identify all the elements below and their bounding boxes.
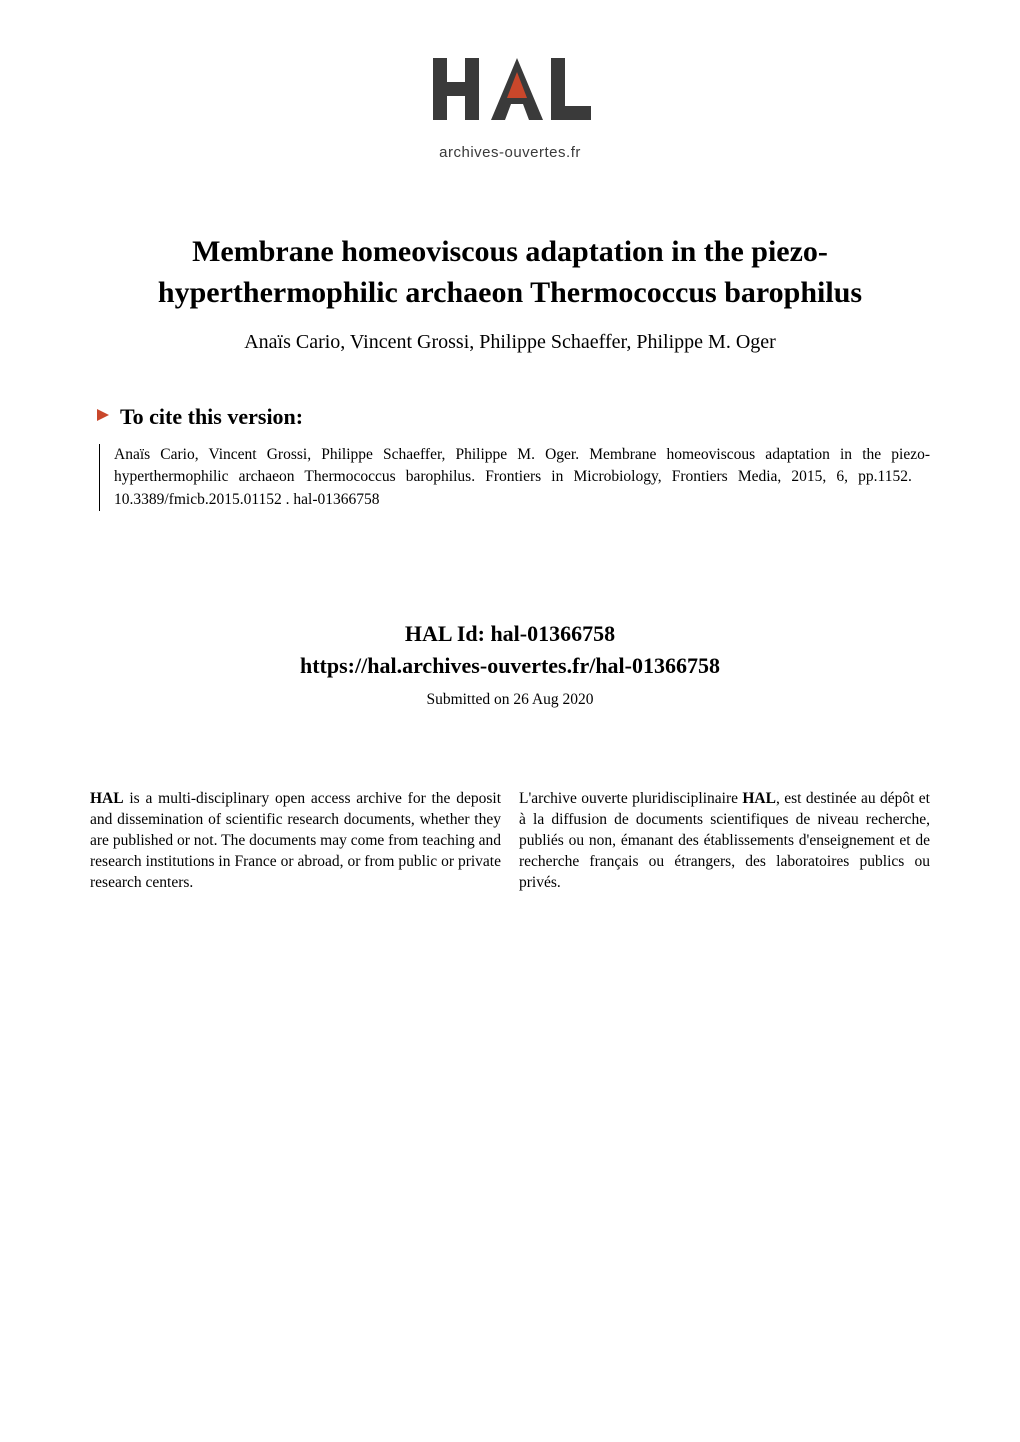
hal-description-columns: HAL is a multi-disciplinary open access …	[90, 789, 930, 894]
hal-logo: archives-ouvertes.fr	[425, 50, 595, 161]
hal-logo-block: archives-ouvertes.fr	[90, 50, 930, 162]
cite-label: To cite this version:	[120, 404, 303, 430]
paper-title: Membrane homeoviscous adaptation in the …	[100, 232, 920, 313]
hal-logo-icon	[425, 50, 595, 140]
hal-url: https://hal.archives-ouvertes.fr/hal-013…	[90, 653, 930, 679]
logo-subtitle: archives-ouvertes.fr	[425, 144, 595, 161]
citation-text-box: Anaïs Cario, Vincent Grossi, Philippe Sc…	[99, 444, 930, 511]
citation-hal-id-inline: hal-01366758	[293, 491, 379, 508]
hal-id-line: HAL Id: hal-01366758	[90, 621, 930, 647]
cite-header: To cite this version:	[96, 404, 930, 430]
paper-authors: Anaïs Cario, Vincent Grossi, Philippe Sc…	[90, 331, 930, 354]
hal-id-block: HAL Id: hal-01366758 https://hal.archive…	[90, 621, 930, 679]
cite-section: To cite this version: Anaïs Cario, Vince…	[90, 404, 930, 511]
description-right-column: L'archive ouverte pluridisciplinaire HAL…	[519, 789, 930, 894]
description-left-column: HAL is a multi-disciplinary open access …	[90, 789, 501, 894]
hal-bold-lead: HAL	[90, 790, 124, 807]
citation-doi: 10.3389/fmicb.2015.01152	[114, 491, 282, 508]
triangle-icon	[96, 408, 110, 427]
citation-body: Anaïs Cario, Vincent Grossi, Philippe Sc…	[114, 446, 930, 485]
description-left-text: is a multi-disciplinary open access arch…	[90, 790, 501, 891]
description-right-pre: L'archive ouverte pluridisciplinaire	[519, 790, 742, 807]
description-right-bold: HAL	[742, 790, 776, 807]
submitted-date: Submitted on 26 Aug 2020	[90, 691, 930, 709]
